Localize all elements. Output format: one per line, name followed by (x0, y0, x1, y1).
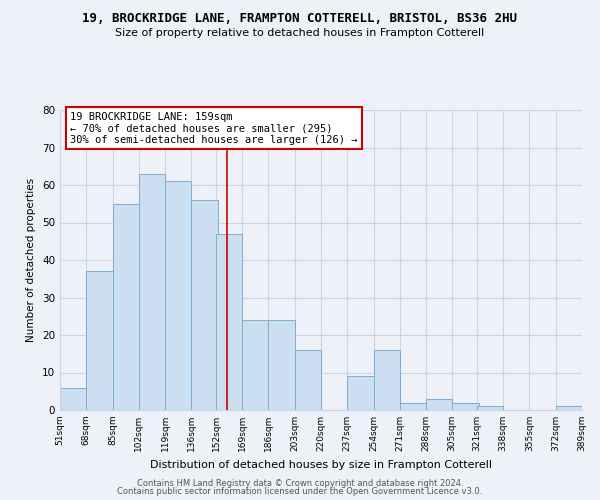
Bar (216, 234, 242, 410)
Text: 19, BROCKRIDGE LANE, FRAMPTON COTTERELL, BRISTOL, BS36 2HU: 19, BROCKRIDGE LANE, FRAMPTON COTTERELL,… (83, 12, 517, 26)
Bar (477, 406, 503, 410)
Bar (452, 402, 479, 410)
Text: 19 BROCKRIDGE LANE: 159sqm
← 70% of detached houses are smaller (295)
30% of sem: 19 BROCKRIDGE LANE: 159sqm ← 70% of deta… (70, 112, 358, 144)
Bar (139, 174, 165, 410)
Bar (374, 350, 400, 410)
Bar (268, 320, 295, 410)
Bar (191, 200, 218, 410)
Y-axis label: Number of detached properties: Number of detached properties (26, 178, 37, 342)
X-axis label: Distribution of detached houses by size in Frampton Cotterell: Distribution of detached houses by size … (150, 460, 492, 469)
Bar (86, 271, 113, 410)
Bar (295, 350, 321, 410)
Bar (60, 388, 86, 410)
Bar (400, 402, 426, 410)
Bar (426, 399, 452, 410)
Text: Contains HM Land Registry data © Crown copyright and database right 2024.: Contains HM Land Registry data © Crown c… (137, 478, 463, 488)
Text: Contains public sector information licensed under the Open Government Licence v3: Contains public sector information licen… (118, 487, 482, 496)
Bar (347, 376, 374, 410)
Text: Size of property relative to detached houses in Frampton Cotterell: Size of property relative to detached ho… (115, 28, 485, 38)
Bar (113, 204, 139, 410)
Bar (165, 181, 191, 410)
Bar (556, 406, 582, 410)
Bar (242, 320, 268, 410)
